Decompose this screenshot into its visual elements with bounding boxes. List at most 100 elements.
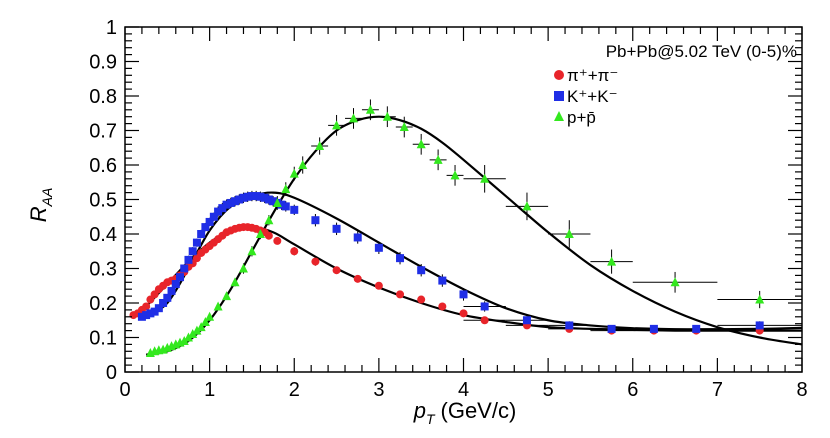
legend-marker-pion — [554, 70, 564, 80]
proton-point — [281, 184, 291, 194]
x-tick-label: 3 — [373, 379, 384, 401]
proton-point — [416, 139, 426, 149]
pion-point — [142, 302, 151, 311]
kaon-point — [197, 230, 206, 238]
kaon-point — [438, 276, 447, 285]
proton-point — [196, 322, 206, 332]
kaon-point — [201, 223, 210, 232]
kaon-point — [192, 238, 201, 247]
proton-point — [230, 277, 240, 287]
kaon-point — [480, 302, 489, 311]
pion-point — [311, 257, 320, 266]
kaon-point — [353, 233, 362, 242]
y-tick-label: 0.6 — [89, 155, 117, 177]
legend: Pb+Pb@5.02 TeV (0-5)% π⁺+π⁻ K⁺+K⁻ p+p̄ — [554, 42, 797, 127]
kaon-point — [214, 207, 223, 216]
x-tick-label: 1 — [204, 379, 215, 401]
kaon-point — [260, 193, 269, 202]
axis-ticks — [124, 26, 803, 373]
kaon-point — [256, 192, 265, 201]
x-tick-label: 2 — [289, 379, 300, 401]
proton-point — [247, 246, 257, 256]
pion-point — [396, 290, 405, 299]
proton-point — [272, 197, 282, 207]
proton-point — [213, 301, 223, 311]
pion-point — [332, 266, 341, 275]
legend-label-pion: π⁺+π⁻ — [567, 66, 618, 85]
x-tick-label: 6 — [627, 379, 638, 401]
legend-header: Pb+Pb@5.02 TeV (0-5)% — [606, 42, 797, 61]
kaon-point — [231, 197, 240, 206]
legend-marker-kaon — [554, 91, 564, 101]
proton-point — [332, 120, 342, 130]
kaon-point — [290, 205, 299, 214]
proton-point — [192, 325, 202, 335]
proton-point — [179, 335, 189, 345]
kaon-point — [374, 243, 383, 252]
y-tick-label: 0.3 — [89, 259, 117, 281]
pion-point — [417, 295, 426, 304]
kaon-point — [222, 200, 231, 209]
x-axis-title-main: p — [413, 398, 426, 423]
y-tick-label: 0.1 — [89, 328, 117, 350]
kaon-point — [167, 286, 176, 295]
pion-point — [264, 231, 273, 240]
proton-point — [289, 168, 299, 178]
kaon-point — [218, 204, 227, 213]
kaon-point — [159, 299, 168, 307]
kaon-point — [607, 324, 616, 333]
proton-point — [255, 229, 265, 238]
kaon-point — [154, 304, 163, 313]
proton-point — [522, 201, 532, 211]
data-markers — [129, 104, 765, 358]
proton-point — [348, 113, 358, 123]
kaon-point — [171, 280, 180, 289]
y-tick-label: 0.8 — [89, 86, 117, 108]
y-tick-label: 0.9 — [89, 52, 117, 74]
x-axis-title: pT (GeV/c) — [413, 398, 517, 427]
x-tick-label: 0 — [119, 379, 130, 401]
kaon-point — [332, 224, 341, 233]
proton-point — [480, 173, 490, 183]
legend-marker-proton — [554, 111, 564, 121]
kaon-point — [209, 212, 218, 221]
kaon-point — [247, 192, 256, 201]
proton-point — [298, 160, 308, 169]
tick-labels: 0 1 2 3 4 5 6 7 8 0 0.1 0.2 0.3 0.4 0.5 0.6 0.7 0.8 0.9 1 — [89, 17, 807, 401]
x-tick-label: 5 — [543, 379, 554, 401]
x-tick-label: 7 — [712, 379, 723, 401]
pion-fit — [145, 225, 802, 332]
proton-point — [188, 329, 198, 339]
kaon-point — [755, 321, 764, 330]
kaon-point — [142, 311, 151, 320]
kaon-point — [417, 266, 426, 275]
y-tick-label: 0.4 — [89, 224, 117, 246]
y-tick-label: 1 — [106, 17, 117, 39]
y-tick-label: 0.2 — [89, 293, 117, 315]
kaon-point — [188, 247, 197, 256]
kaon-point — [264, 195, 273, 204]
proton-point — [399, 122, 409, 132]
proton-point — [183, 332, 193, 342]
kaon-point — [176, 273, 185, 282]
kaon-point — [205, 217, 214, 226]
proton-point — [238, 263, 248, 273]
kaon-point — [137, 312, 146, 321]
kaon-point — [239, 193, 248, 202]
kaon-point — [565, 321, 574, 330]
proton-point — [433, 154, 443, 164]
x-axis-title-sub: T — [426, 411, 436, 427]
proton-point — [200, 316, 210, 326]
kaon-fit — [145, 191, 803, 331]
pion-point — [353, 274, 362, 283]
proton-point — [205, 311, 215, 321]
y-tick-label: 0 — [106, 362, 117, 384]
y-axis-title: RAA — [26, 188, 55, 223]
kaon-point — [692, 324, 701, 333]
pion-point — [374, 281, 383, 290]
pion-point — [273, 236, 282, 245]
proton-point — [755, 294, 765, 304]
kaon-point — [269, 197, 278, 206]
kaon-point — [163, 293, 172, 302]
